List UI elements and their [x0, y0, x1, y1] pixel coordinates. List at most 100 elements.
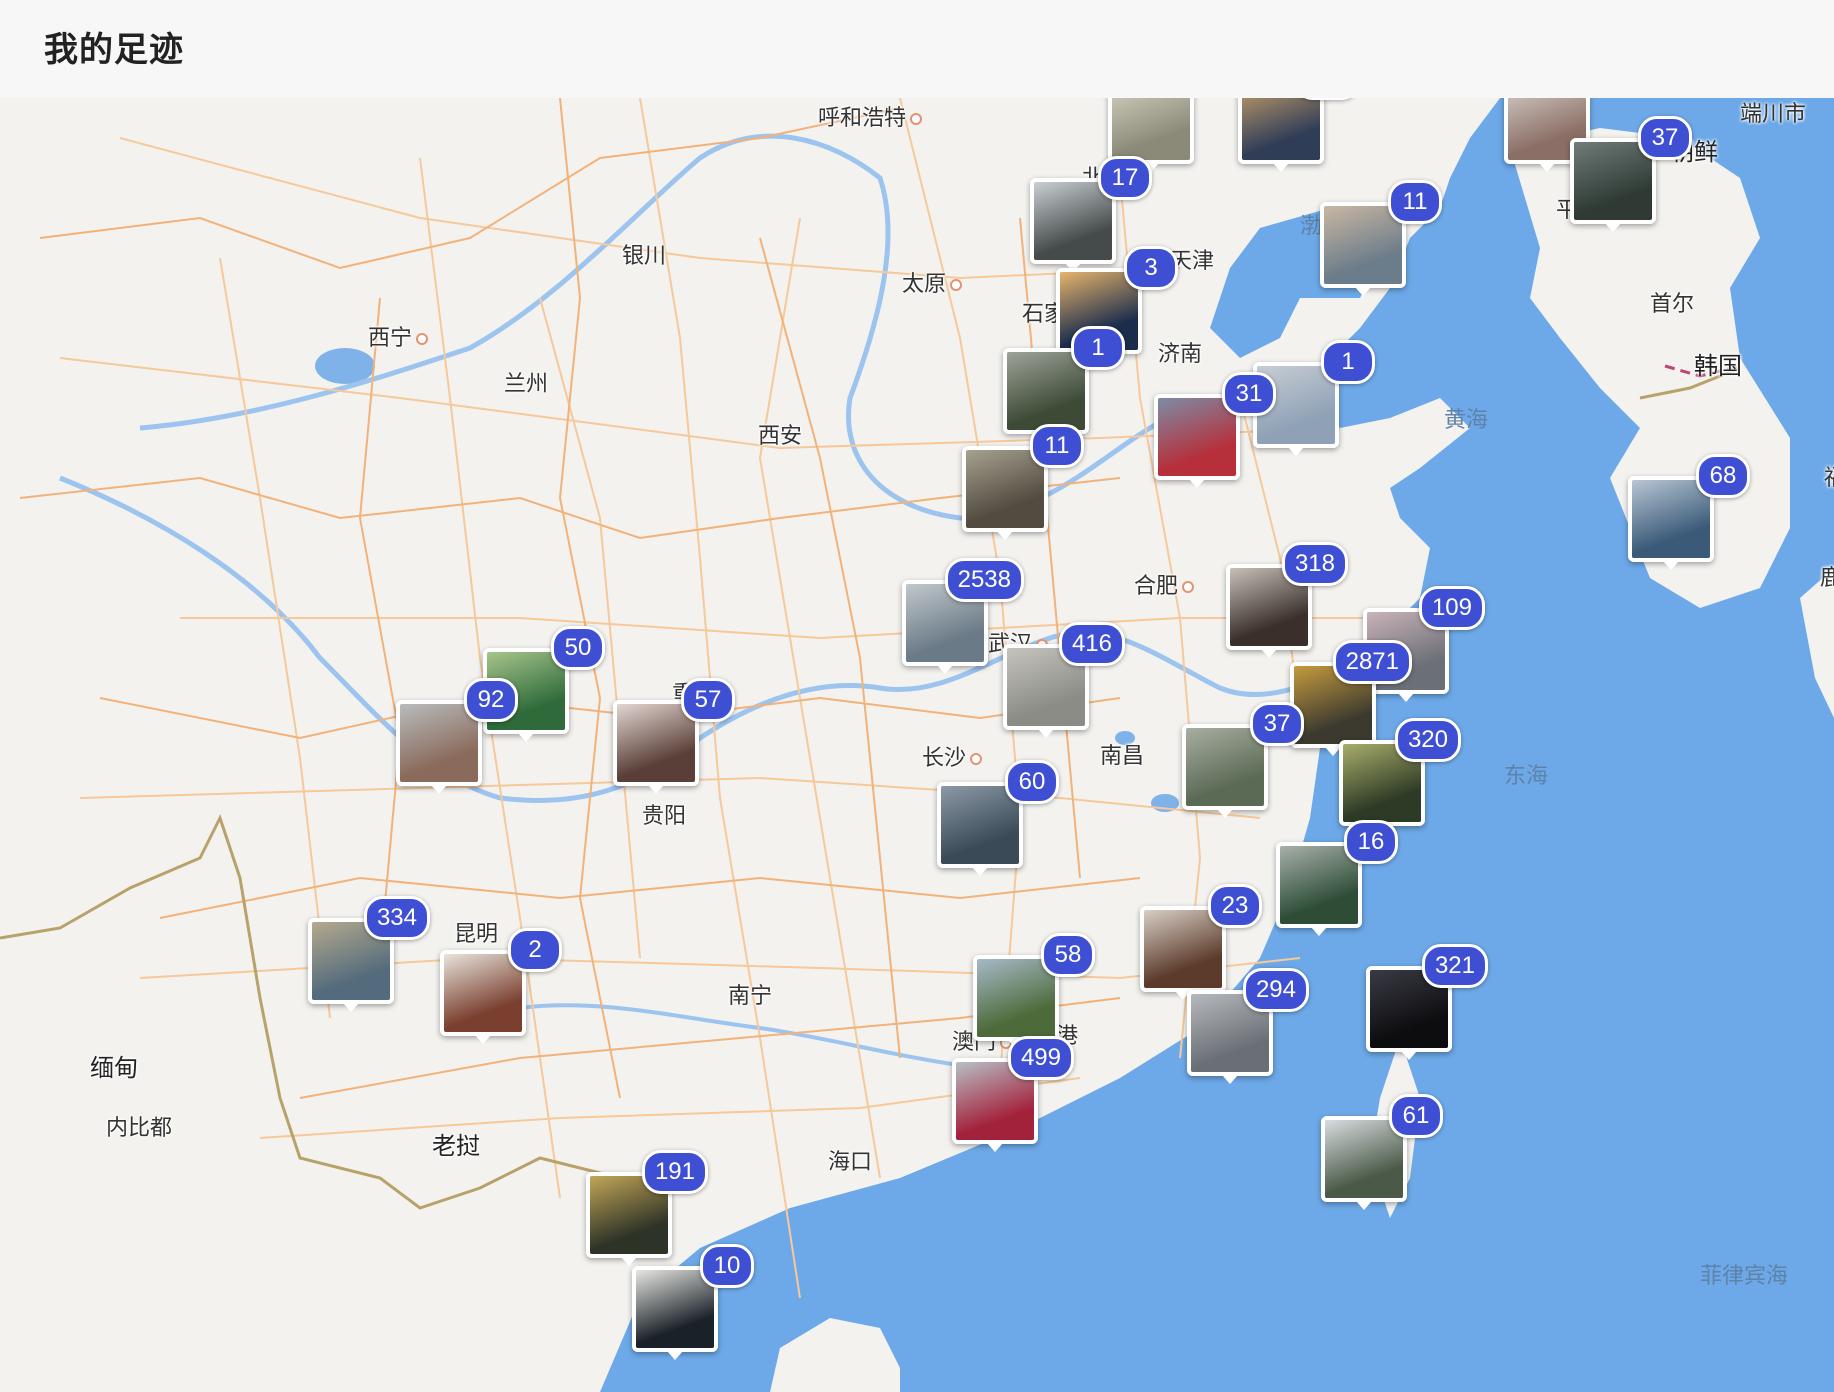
- photo-thumbnail: [1280, 846, 1358, 924]
- map-label-laos: 老挝: [432, 1133, 480, 1160]
- page-title: 我的足迹: [44, 31, 184, 69]
- photo-cluster-hohhot-top[interactable]: [1108, 98, 1194, 172]
- qinghai-lake: [315, 348, 375, 384]
- photo-count-badge: 10: [700, 1244, 754, 1288]
- photo-cluster-changsha-60[interactable]: 60: [937, 760, 1059, 876]
- photo-cluster-pyongyang-37[interactable]: 37: [1570, 116, 1692, 232]
- photo-count-badge: 334: [363, 896, 430, 940]
- footprint-map[interactable]: 呼和浩特北天津石家太原银川西宁兰州西安济南合肥武汉杭重庆长沙南昌贵阳昆明南宁澳门…: [0, 98, 1834, 1392]
- photo-thumbnail: [1242, 98, 1320, 160]
- photo-count-badge: 294: [1242, 968, 1309, 1012]
- lake-3: [1115, 731, 1135, 745]
- photo-cluster-beijing-168[interactable]: 168: [1238, 98, 1360, 172]
- photo-thumbnail: [977, 959, 1055, 1037]
- photo-cluster-sichuan-92[interactable]: 92: [396, 678, 518, 794]
- photo-cluster-jinan-31[interactable]: 31: [1154, 372, 1276, 488]
- photo-count-badge: 191: [641, 1150, 708, 1194]
- photo-cluster-korea-68[interactable]: 68: [1628, 454, 1750, 570]
- photo-thumbnail: [636, 1270, 714, 1348]
- photo-thumbnail: [1186, 728, 1264, 806]
- photo-count-badge: 16: [1344, 820, 1398, 864]
- dmz-line: [1664, 364, 1741, 378]
- photo-count-badge: 109: [1418, 586, 1485, 630]
- map-label-jinan: 济南: [1158, 341, 1203, 366]
- photo-count-badge: 23: [1208, 884, 1262, 928]
- map-label-edge-2: 鹿: [1820, 565, 1834, 590]
- photo-count-badge: 499: [1007, 1036, 1074, 1080]
- photo-cluster-hangzhou-320[interactable]: 320: [1339, 718, 1461, 834]
- map-label-tanchon: 端川市: [1740, 101, 1807, 126]
- map-label-xian: 西安: [758, 423, 803, 448]
- photo-cluster-zhejiang-16[interactable]: 16: [1276, 820, 1398, 936]
- photo-cluster-guangxi-191[interactable]: 191: [586, 1150, 708, 1266]
- map-label-hohhot: 呼和浩特: [818, 100, 922, 132]
- photo-count-badge: 2871: [1332, 640, 1412, 684]
- map-label-haikou: 海口: [828, 1149, 873, 1174]
- photo-cluster-guangdong-58[interactable]: 58: [973, 933, 1095, 1049]
- photo-cluster-shijiazhuang-3[interactable]: 3: [1056, 246, 1178, 362]
- photo-count-badge: 11: [1388, 180, 1442, 224]
- photo-count-badge: 50: [551, 626, 605, 670]
- photo-thumbnail: [1034, 182, 1112, 260]
- photo-count-badge: 17: [1098, 156, 1152, 200]
- yellow-river: [139, 133, 1261, 521]
- photo-cluster-shanghai-2871[interactable]: 2871: [1290, 640, 1412, 756]
- photo-count-badge: 3: [1124, 246, 1178, 290]
- photo-thumbnail: [1112, 98, 1190, 160]
- photo-cluster-dalian-11[interactable]: 11: [1320, 180, 1442, 296]
- photo-cluster-vietnam-10[interactable]: 10: [632, 1244, 754, 1360]
- photo-cluster-fujian-294[interactable]: 294: [1187, 968, 1309, 1084]
- photo-count-badge: 321: [1421, 944, 1488, 988]
- map-label-bohai: 渤: [1300, 213, 1323, 238]
- photo-count-badge: 60: [1005, 760, 1059, 804]
- photo-cluster-beijing-17[interactable]: 17: [1030, 156, 1152, 272]
- photo-cluster-fujian-23[interactable]: 23: [1140, 884, 1262, 1000]
- photo-thumbnail: [617, 704, 695, 782]
- photo-thumbnail: [400, 704, 478, 782]
- photo-count-badge: 1: [1321, 340, 1375, 384]
- photo-count-badge: 61: [1389, 1094, 1443, 1138]
- photo-count-badge: 1: [1071, 326, 1125, 370]
- photo-cluster-xian-2538[interactable]: 2538: [902, 558, 1024, 674]
- photo-count-badge: 416: [1058, 622, 1125, 666]
- map-label-xining: 西宁: [368, 320, 428, 352]
- photo-thumbnail: [1144, 910, 1222, 988]
- photo-cluster-wuhan-416[interactable]: 416: [1003, 622, 1125, 738]
- photo-count-badge: 68: [1696, 454, 1750, 498]
- map-label-taiyuan: 太原: [902, 266, 962, 298]
- photo-cluster-taiwan-61[interactable]: 61: [1321, 1094, 1443, 1210]
- photo-count-badge: 318: [1281, 542, 1348, 586]
- map-label-kunming: 昆明: [454, 921, 499, 946]
- map-label-hefei: 合肥: [1134, 568, 1194, 600]
- photo-thumbnail: [1158, 398, 1236, 476]
- map-label-south-korea: 韩国: [1694, 353, 1742, 380]
- map-label-edge-1: 福: [1824, 460, 1834, 492]
- map-label-nanning: 南宁: [728, 983, 773, 1008]
- map-label-guiyang: 贵阳: [642, 803, 687, 828]
- photo-thumbnail: [941, 786, 1019, 864]
- pearl-river: [519, 1003, 981, 1070]
- photo-thumbnail: [1325, 1120, 1403, 1198]
- photo-count-badge: 57: [681, 678, 735, 722]
- map-label-yinchuan: 银川: [622, 243, 667, 268]
- photo-cluster-yunnan-334[interactable]: 334: [308, 896, 430, 1012]
- hainan-island: [770, 1318, 900, 1392]
- photo-cluster-hangzhou-37[interactable]: 37: [1182, 702, 1304, 818]
- map-label-nanchang: 南昌: [1100, 743, 1145, 768]
- photo-cluster-guangzhou-499[interactable]: 499: [952, 1036, 1074, 1152]
- japan-fragment: [1800, 568, 1834, 718]
- photo-count-badge: 320: [1394, 718, 1461, 762]
- photo-cluster-shijiazhuang-1[interactable]: 1: [1003, 326, 1125, 442]
- photo-cluster-kunming-2[interactable]: 2: [440, 928, 562, 1044]
- photo-cluster-henan-11[interactable]: 11: [962, 424, 1084, 540]
- photo-count-badge: 37: [1638, 116, 1692, 160]
- map-label-changsha: 长沙: [922, 740, 982, 772]
- photo-count-badge: 2538: [944, 558, 1024, 602]
- photo-cluster-chongqing-57[interactable]: 57: [613, 678, 735, 794]
- map-label-lanzhou: 兰州: [504, 371, 549, 396]
- photo-count-badge: 92: [464, 678, 518, 722]
- photo-cluster-taiwan-321[interactable]: 321: [1366, 944, 1488, 1060]
- map-label-yellow-sea: 黄海: [1444, 407, 1489, 432]
- photo-thumbnail: [966, 450, 1044, 528]
- photo-cluster-nanjing-318[interactable]: 318: [1226, 542, 1348, 658]
